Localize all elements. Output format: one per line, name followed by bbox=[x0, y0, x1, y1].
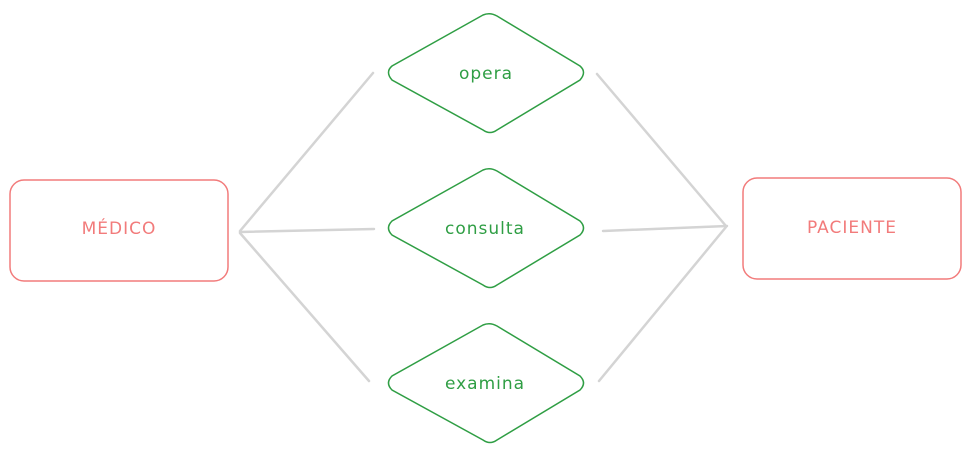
entity-medico-label: MÉDICO bbox=[82, 217, 157, 239]
relationship-consulta-label: consulta bbox=[445, 219, 525, 239]
entity-paciente[interactable]: PACIENTE bbox=[742, 177, 962, 280]
entity-paciente-label: PACIENTE bbox=[807, 218, 897, 238]
relationship-consulta[interactable]: consulta bbox=[387, 167, 585, 289]
entity-medico-box bbox=[9, 179, 229, 282]
relationship-opera-diamond bbox=[387, 12, 585, 134]
entity-paciente-box bbox=[742, 177, 962, 280]
relationship-examina-label: examina bbox=[445, 374, 525, 394]
connector-lines bbox=[238, 71, 729, 383]
relationship-opera[interactable]: opera bbox=[387, 12, 585, 134]
relationship-opera-label: opera bbox=[459, 64, 513, 84]
connector-examina-paciente bbox=[597, 225, 728, 383]
relationship-examina-diamond bbox=[387, 322, 585, 444]
entity-medico[interactable]: MÉDICO bbox=[9, 179, 229, 282]
connector-medico-examina bbox=[238, 231, 371, 383]
connector-medico-opera bbox=[238, 71, 375, 233]
relationship-examina[interactable]: examina bbox=[387, 322, 585, 444]
connector-opera-paciente bbox=[595, 72, 728, 228]
connector-medico-consulta bbox=[238, 227, 376, 234]
relationship-consulta-diamond bbox=[387, 167, 585, 289]
connector-consulta-paciente bbox=[601, 224, 729, 233]
